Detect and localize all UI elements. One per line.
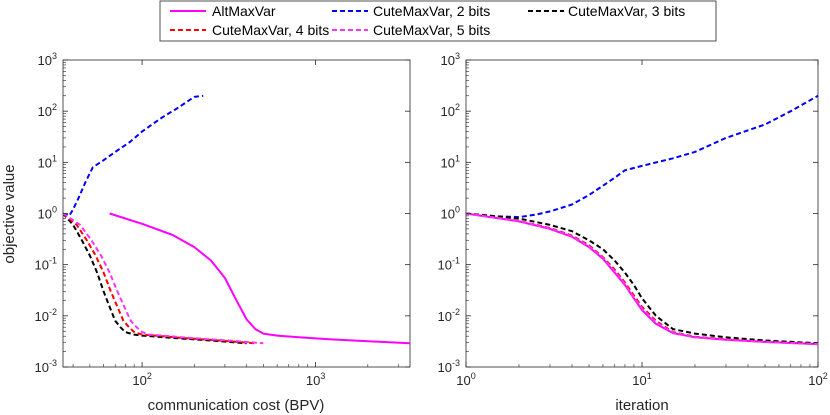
left-y-tick-label: 100 <box>38 205 57 222</box>
left-ticks-group: 10-3 10-2 10-1 100 101 102 103 102 103 <box>35 51 410 388</box>
right-series-cutemaxvar-5-bits <box>465 212 819 346</box>
right-y-tick-label: 103 <box>441 51 460 68</box>
left-y-axis-label: objective value <box>1 164 18 263</box>
legend-box <box>159 0 717 42</box>
left-y-tick-label: 10-1 <box>35 256 57 273</box>
left-series-cutemaxvar-2-bits <box>62 94 204 217</box>
legend-label-altmaxvar: AltMaxVar <box>212 3 276 19</box>
right-x-tick-label: 102 <box>808 371 827 388</box>
left-series-cutemaxvar-5-bits <box>62 212 264 345</box>
left-series-cutemaxvar-3-bits <box>62 212 247 345</box>
left-series-group <box>62 94 411 345</box>
right-x-tick-label: 100 <box>456 371 475 388</box>
legend-label-2bits: CuteMaxVar, 2 bits <box>373 3 490 19</box>
left-y-tick-label: 102 <box>38 102 57 119</box>
right-y-tick-label: 10-3 <box>438 358 460 375</box>
legend-label-5bits: CuteMaxVar, 5 bits <box>373 22 490 38</box>
right-plot-area <box>465 59 819 368</box>
left-y-tick-label: 103 <box>38 51 57 68</box>
right-panel: 10-3 10-2 10-1 100 101 102 103 100 101 102 iterat… <box>438 51 828 414</box>
left-x-axis-label: communication cost (BPV) <box>148 397 325 414</box>
legend-label-3bits: CuteMaxVar, 3 bits <box>568 3 685 19</box>
left-panel: 10-3 10-2 10-1 100 101 102 103 102 103 communica… <box>1 51 411 414</box>
right-y-tick-label: 101 <box>441 153 460 170</box>
left-y-tick-label: 10-3 <box>35 358 57 375</box>
left-plot-area <box>62 59 411 368</box>
right-y-tick-label: 10-1 <box>438 256 460 273</box>
left-y-tick-label: 101 <box>38 153 57 170</box>
legend-label-4bits: CuteMaxVar, 4 bits <box>212 22 329 38</box>
left-x-tick-label: 103 <box>306 371 325 388</box>
right-x-axis-label: iteration <box>615 397 668 414</box>
right-y-tick-label: 102 <box>441 102 460 119</box>
right-y-tick-label: 100 <box>441 205 460 222</box>
right-x-tick-label: 101 <box>632 371 651 388</box>
right-ticks-group: 10-3 10-2 10-1 100 101 102 103 100 101 102 <box>438 51 828 388</box>
right-series-cutemaxvar-2-bits <box>465 94 819 219</box>
left-x-tick-label: 102 <box>132 371 151 388</box>
right-series-cutemaxvar-3-bits <box>465 212 819 345</box>
legend: AltMaxVar CuteMaxVar, 2 bits CuteMaxVar,… <box>159 0 717 42</box>
right-y-tick-label: 10-2 <box>438 307 460 324</box>
left-y-tick-label: 10-2 <box>35 307 57 324</box>
left-series-altmaxvar <box>109 212 411 345</box>
right-series-group <box>465 94 819 346</box>
